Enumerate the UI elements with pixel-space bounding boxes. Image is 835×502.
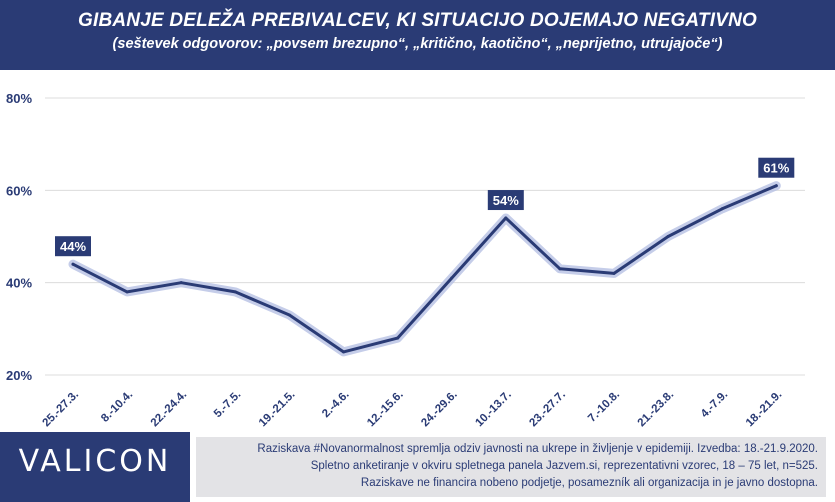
data-point (612, 271, 616, 275)
x-tick-label: 7.-10.8. (586, 389, 622, 425)
x-tick-label: 18.-21.9. (744, 389, 785, 430)
note-line: Spletno anketiranje v okviru spletnega p… (310, 460, 818, 472)
data-point (342, 350, 345, 354)
valicon-logo: VALICON (0, 432, 190, 502)
chart-title: GIBANJE DELEŽA PREBIVALCEV, KI SITUACIJO… (77, 10, 757, 31)
note-line: Raziskava #Novanormalnost spremlja odziv… (257, 443, 818, 455)
y-tick-label: 20% (6, 368, 32, 383)
series-line-glow (68, 181, 781, 357)
x-tick-label: 22.-24.4. (149, 389, 190, 430)
data-label: 44% (60, 239, 86, 254)
x-tick-label: 24.-29.6. (419, 389, 460, 430)
data-point (450, 276, 454, 280)
data-point (504, 216, 508, 220)
x-tick-label: 10.-13.7. (473, 389, 514, 430)
data-point (287, 313, 291, 317)
chart-subtitle: (seštevek odgovorov: „povsem brezupno“, … (112, 36, 723, 52)
x-tick-label: 25.-27.3. (41, 389, 82, 430)
x-tick-label: 5.-7.5. (212, 389, 244, 421)
y-tick-label: 80% (6, 91, 32, 106)
data-point (720, 207, 724, 211)
x-tick-label: 21.-23.8. (636, 389, 677, 430)
x-tick-label: 12.-15.6. (365, 389, 406, 430)
data-point (666, 235, 670, 238)
note-line: Raziskave ne financira nobeno podjetje, … (360, 477, 818, 489)
data-label-box (487, 190, 524, 211)
data-point (179, 281, 183, 285)
x-tick-label: 8.-10.4. (99, 389, 135, 425)
x-tick-label: 4.-7.9. (699, 389, 731, 421)
logo-text: VALICON (18, 444, 172, 479)
data-point (558, 267, 562, 271)
data-point (396, 336, 400, 340)
y-tick-label: 60% (6, 183, 32, 198)
data-label: 54% (493, 193, 519, 208)
line-chart: 20% 40% 60% 80% 25.-27.3. 8.-10.4. 22.-24.4. 5.… (6, 91, 805, 430)
data-point (125, 290, 129, 294)
data-point (71, 262, 75, 266)
data-label-box (55, 236, 91, 257)
data-point (774, 184, 778, 188)
methodology-note: Raziskava #Novanormalnost spremlja odziv… (196, 437, 826, 497)
y-tick-label: 40% (6, 276, 32, 291)
data-point (233, 290, 237, 294)
series-line (71, 184, 778, 354)
x-tick-label: 2.-4.6. (320, 389, 352, 421)
x-tick-label: 19.-21.5. (257, 389, 298, 430)
data-label: 61% (763, 161, 789, 176)
chart-title-banner: GIBANJE DELEŽA PREBIVALCEV, KI SITUACIJO… (0, 0, 835, 70)
data-label-box (758, 157, 795, 178)
x-tick-label: 23.-27.7. (527, 389, 568, 430)
